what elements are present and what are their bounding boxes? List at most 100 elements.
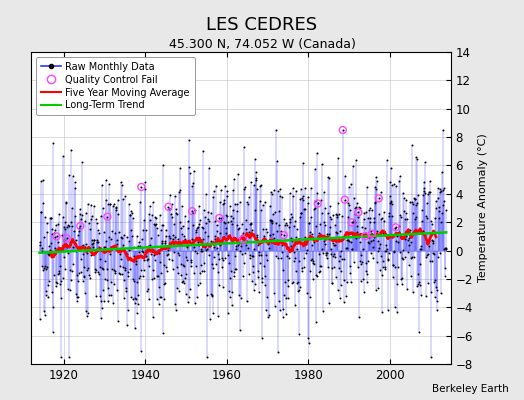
Point	[243, 298, 251, 304]
Point	[123, 322, 131, 328]
Point	[272, 127, 280, 133]
Point	[374, 238, 382, 244]
Point	[440, 265, 449, 271]
Point	[308, 231, 316, 237]
Point	[234, 226, 242, 232]
Point	[286, 218, 294, 225]
Point	[389, 180, 398, 187]
Point	[270, 187, 278, 194]
Point	[314, 200, 322, 207]
Point	[308, 256, 316, 262]
Point	[285, 254, 293, 261]
Point	[195, 221, 203, 228]
Point	[221, 183, 230, 190]
Point	[354, 209, 363, 216]
Point	[274, 188, 282, 194]
Point	[148, 267, 157, 273]
Point	[363, 184, 372, 190]
Point	[118, 264, 127, 270]
Point	[106, 201, 114, 207]
Point	[255, 249, 263, 255]
Point	[76, 211, 84, 217]
Point	[411, 216, 419, 222]
Point	[87, 216, 95, 222]
Point	[67, 146, 75, 153]
Point	[105, 181, 113, 188]
Point	[38, 248, 47, 254]
Point	[288, 192, 297, 199]
Point	[307, 185, 315, 191]
Point	[258, 278, 267, 285]
Point	[105, 234, 113, 240]
Point	[213, 268, 222, 275]
Point	[425, 237, 433, 244]
Point	[350, 258, 358, 265]
Point	[252, 169, 260, 175]
Point	[137, 184, 146, 190]
Point	[399, 190, 407, 196]
Point	[237, 295, 245, 301]
Point	[54, 220, 62, 227]
Point	[157, 226, 165, 233]
Point	[129, 296, 137, 303]
Point	[187, 259, 195, 265]
Point	[297, 186, 305, 193]
Point	[161, 233, 170, 240]
Point	[200, 260, 209, 266]
Text: 45.300 N, 74.052 W (Canada): 45.300 N, 74.052 W (Canada)	[169, 38, 355, 51]
Point	[72, 298, 81, 304]
Point	[39, 199, 48, 206]
Point	[215, 199, 224, 206]
Point	[379, 209, 388, 215]
Point	[239, 144, 248, 150]
Point	[390, 225, 399, 231]
Point	[146, 242, 155, 248]
Point	[154, 272, 162, 279]
Point	[42, 220, 51, 226]
Point	[317, 197, 325, 204]
Point	[438, 210, 446, 217]
Point	[419, 188, 428, 194]
Point	[68, 268, 77, 274]
Point	[50, 272, 58, 279]
Point	[386, 200, 395, 206]
Point	[296, 214, 304, 220]
Point	[174, 236, 182, 242]
Point	[220, 219, 228, 225]
Point	[257, 206, 266, 213]
Point	[228, 302, 236, 309]
Point	[332, 274, 340, 280]
Point	[385, 213, 393, 219]
Point	[133, 233, 141, 239]
Point	[348, 246, 356, 252]
Point	[239, 230, 248, 236]
Point	[193, 250, 201, 256]
Point	[369, 215, 378, 221]
Point	[276, 307, 284, 314]
Point	[341, 173, 350, 179]
Point	[346, 263, 354, 269]
Point	[196, 280, 204, 286]
Point	[114, 270, 123, 276]
Point	[292, 280, 301, 286]
Point	[357, 252, 366, 258]
Point	[93, 238, 102, 245]
Point	[218, 255, 226, 261]
Point	[301, 206, 309, 212]
Point	[125, 201, 133, 207]
Point	[47, 215, 56, 221]
Point	[80, 274, 89, 280]
Point	[228, 187, 237, 193]
Point	[95, 271, 103, 277]
Point	[77, 269, 85, 275]
Point	[76, 223, 84, 229]
Point	[89, 240, 97, 247]
Point	[367, 228, 376, 234]
Point	[394, 264, 402, 270]
Point	[244, 229, 253, 236]
Point	[202, 220, 210, 226]
Point	[233, 208, 241, 214]
Point	[396, 173, 405, 180]
Point	[429, 249, 437, 256]
Point	[216, 229, 224, 236]
